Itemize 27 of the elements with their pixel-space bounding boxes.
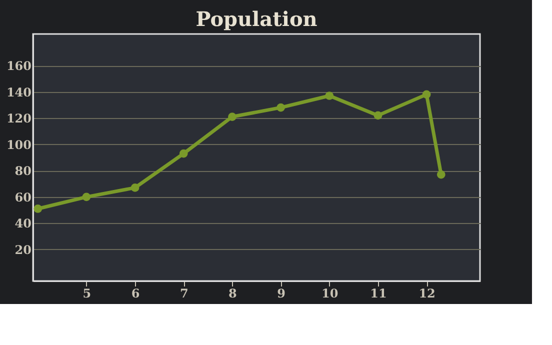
y-tick-label: 160 <box>6 59 32 74</box>
point <box>436 170 446 179</box>
point <box>179 149 188 158</box>
y-tick-label: 60 <box>14 190 32 204</box>
chart-title: Population <box>196 7 318 31</box>
y-tick-label: 80 <box>14 164 32 178</box>
y-tick-label: 120 <box>6 112 32 126</box>
point <box>276 103 285 112</box>
x-tick-label: 7 <box>180 286 188 300</box>
x-tick-label: 8 <box>228 286 237 300</box>
x-tick-label: 6 <box>131 286 140 300</box>
y-tick-label: 100 <box>6 138 32 152</box>
x-tick-label: 12 <box>418 286 436 300</box>
point <box>130 184 140 192</box>
x-tick-label: 9 <box>277 286 286 300</box>
y-tick-label: 20 <box>14 242 32 257</box>
point <box>228 112 236 121</box>
x-tick-label: 11 <box>370 286 387 300</box>
point <box>422 90 431 99</box>
y-tick-label: 140 <box>6 85 32 100</box>
point <box>82 192 91 202</box>
x-tick-label: 5 <box>82 286 92 300</box>
y-tick-label: 40 <box>14 216 32 231</box>
x-tick-label: 10 <box>322 286 338 300</box>
point <box>374 111 382 120</box>
point <box>325 92 334 100</box>
point <box>34 204 42 213</box>
